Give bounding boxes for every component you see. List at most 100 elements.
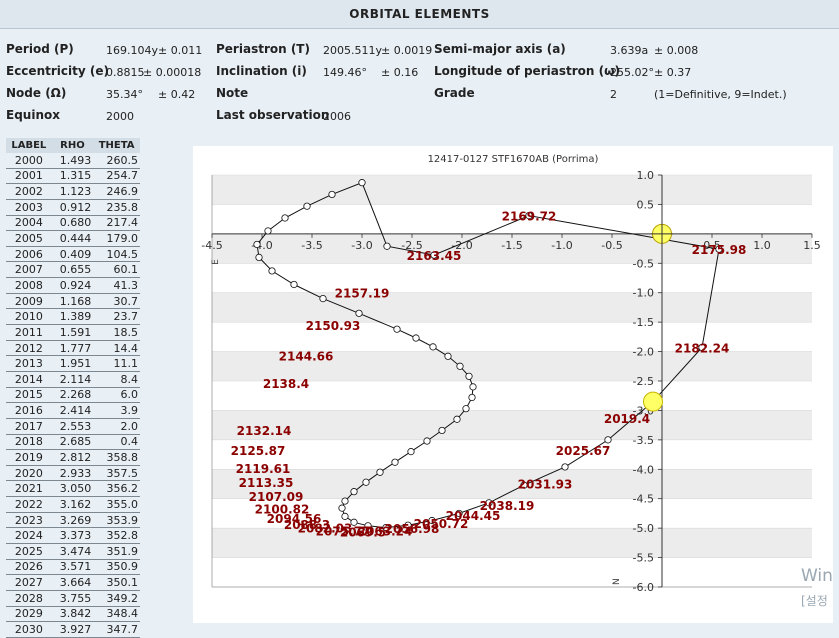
orbit-point — [453, 415, 461, 423]
x-tick-label: -3.5 — [301, 239, 322, 252]
eccentricity-error: ± 0.00018 — [143, 66, 202, 79]
cell-rho: 2.812 — [51, 449, 94, 466]
orbit-point — [444, 352, 452, 360]
node-error: ± 0.42 — [158, 88, 196, 101]
cell-label: 2027 — [6, 574, 52, 591]
orbit-point — [469, 383, 477, 391]
grid-band — [212, 469, 812, 499]
orbit-date-label: 2169.72 — [502, 210, 557, 224]
orbit-point — [391, 458, 399, 466]
grid-band — [212, 175, 812, 205]
orbit-point — [604, 436, 612, 444]
cell-label: 2008 — [6, 277, 52, 294]
cell-label: 2019 — [6, 449, 52, 466]
orbit-date-label: 2157.19 — [335, 287, 390, 301]
cell-theta: 217.4 — [93, 215, 140, 232]
y-tick-label: -3.5 — [633, 434, 654, 447]
table-row: 2026 3.571 350.9 — [6, 559, 140, 576]
orbit-point — [338, 504, 346, 512]
cell-theta: 235.8 — [93, 199, 140, 216]
y-tick-label: -2.5 — [633, 375, 654, 388]
y-tick-label: 0.5 — [637, 198, 655, 211]
cell-rho: 1.123 — [51, 183, 94, 200]
table-row: 2009 1.168 30.7 — [6, 293, 140, 310]
table-row: 2008 0.924 41.3 — [6, 277, 140, 294]
orbit-date-label: 2182.24 — [675, 341, 730, 355]
orbit-date-label: 2113.35 — [239, 476, 294, 490]
cell-theta: 11.1 — [93, 355, 140, 372]
cell-theta: 355.0 — [93, 496, 140, 513]
cell-theta: 254.7 — [93, 168, 140, 185]
cell-rho: 0.924 — [51, 277, 94, 294]
inclination-label: Inclination (i) — [216, 64, 307, 78]
table-row: 2021 3.050 356.2 — [6, 480, 140, 498]
orbit-date-label: 2119.61 — [236, 462, 291, 476]
y-tick-label: -0.5 — [633, 257, 654, 270]
orbit-point — [382, 523, 390, 532]
x-tick-label: 1.0 — [753, 239, 771, 252]
orbit-point — [383, 242, 391, 250]
cell-rho: 0.409 — [51, 246, 94, 263]
cell-label: 2007 — [6, 261, 52, 279]
orbit-date-label: 2125.87 — [231, 444, 286, 458]
cell-theta: 347.7 — [93, 621, 140, 638]
orbit-point — [350, 488, 358, 496]
x-tick-label: -2.5 — [401, 239, 422, 252]
orbit-point — [358, 179, 366, 187]
current-position-marker — [643, 391, 663, 412]
grade-value: 2 — [610, 88, 617, 101]
cell-rho: 3.162 — [51, 496, 94, 513]
orbit-date-label: 2063.24 — [358, 524, 413, 538]
table-header-row: LABEL RHO THETA — [6, 138, 140, 153]
orbit-point — [561, 463, 569, 471]
table-row: 2020 2.933 357.5 — [6, 465, 140, 482]
cell-rho: 1.168 — [51, 293, 94, 310]
table-row: 2018 2.685 0.4 — [6, 434, 140, 451]
orbit-point — [698, 343, 706, 352]
cell-label: 2017 — [6, 418, 52, 435]
table-row: 2017 2.553 2.0 — [6, 418, 140, 435]
cell-theta: 30.7 — [93, 293, 140, 310]
orbit-point — [350, 518, 358, 526]
orbit-point — [393, 325, 401, 333]
cell-rho: 2.414 — [51, 402, 94, 419]
cell-theta: 104.5 — [93, 246, 140, 263]
grid-band — [212, 351, 812, 381]
table-row: 2014 2.114 8.4 — [6, 371, 140, 388]
cell-rho: 2.268 — [51, 387, 94, 404]
cell-label: 2023 — [6, 512, 52, 529]
y-tick-label: -4.0 — [633, 463, 654, 476]
table-row: 2010 1.389 23.7 — [6, 308, 140, 326]
north-axis-label: N — [612, 578, 622, 585]
periastron-error: ± 0.0019 — [381, 44, 433, 57]
orbit-point — [407, 448, 415, 456]
x-tick-label: 1.5 — [803, 239, 821, 252]
ephemeris-table: LABEL RHO THETA 2000 1.493 260.5 2001 1.315 2… — [6, 138, 140, 638]
x-tick-label: -3.0 — [351, 239, 372, 252]
cell-theta: 358.8 — [93, 449, 140, 466]
periastron-label: Periastron (T) — [216, 42, 310, 56]
longitude-label: Longitude of periastron (ω) — [434, 64, 620, 78]
orbit-date-label: 2031.93 — [518, 477, 573, 491]
semimajor-error: ± 0.008 — [654, 44, 699, 57]
cell-theta: 351.9 — [93, 543, 140, 560]
east-axis-label: E — [211, 259, 221, 265]
orbit-date-label: 2019.4 — [604, 412, 650, 426]
period-value: 169.104y — [106, 44, 158, 57]
orbit-point — [468, 393, 476, 402]
orbit-point — [404, 521, 412, 529]
cell-label: 2014 — [6, 371, 52, 388]
orbit-date-label: 2025.67 — [556, 444, 611, 458]
cell-theta: 179.0 — [93, 230, 140, 247]
cell-rho: 0.444 — [51, 230, 94, 247]
column-header-rho: RHO — [51, 138, 94, 153]
orbit-point — [281, 214, 289, 222]
cell-label: 2001 — [6, 168, 52, 185]
cell-theta: 353.9 — [93, 512, 140, 529]
orbit-date-label: 2150.93 — [306, 319, 361, 333]
orbit-point — [255, 253, 263, 262]
cell-rho: 3.571 — [51, 559, 94, 576]
table-row: 2003 0.912 235.8 — [6, 199, 140, 216]
cell-label: 2004 — [6, 215, 52, 232]
cell-rho: 3.373 — [51, 527, 94, 545]
